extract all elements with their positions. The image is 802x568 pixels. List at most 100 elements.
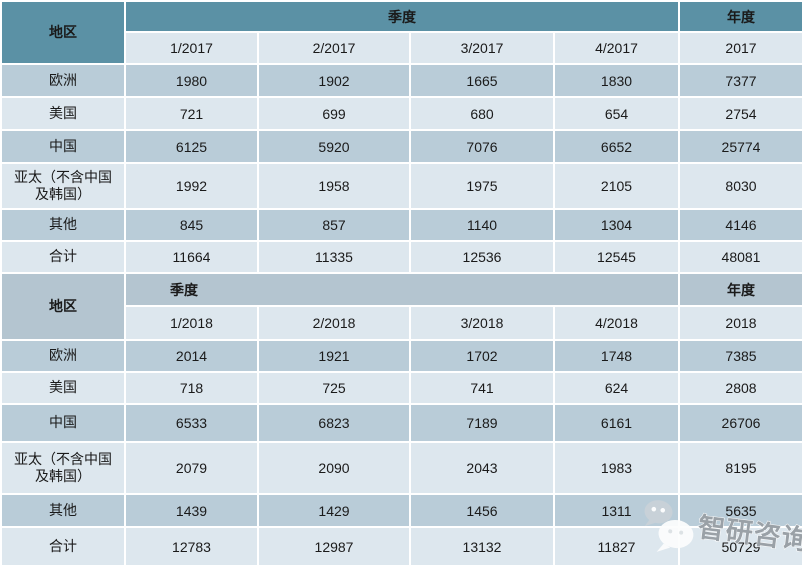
region-column-header-2017: 地区 [0, 0, 126, 65]
value-cell: 1429 [257, 493, 411, 528]
value-cell: 741 [409, 371, 555, 405]
year-group-header-2018: 年度 [678, 272, 802, 307]
value-cell: 5920 [257, 129, 411, 164]
value-cell: 11335 [257, 240, 411, 274]
region-column-header-2018: 地区 [0, 272, 126, 341]
table-row: 其他 1439 1429 1456 1311 5635 [0, 493, 802, 528]
region-cell: 其他 [0, 493, 126, 528]
value-cell: 857 [257, 208, 411, 242]
value-cell: 654 [553, 96, 680, 131]
value-cell: 1665 [409, 63, 555, 98]
region-cell: 欧洲 [0, 339, 126, 373]
value-cell: 1958 [257, 162, 411, 210]
table-row: 美国 718 725 741 624 2808 [0, 371, 802, 405]
value-cell: 2079 [124, 441, 259, 495]
value-cell: 8030 [678, 162, 802, 210]
value-cell: 12536 [409, 240, 555, 274]
value-cell: 11664 [124, 240, 259, 274]
value-cell: 1140 [409, 208, 555, 242]
value-cell: 2808 [678, 371, 802, 405]
quarter-col-label: 1/2018 [124, 305, 259, 341]
value-cell: 25774 [678, 129, 802, 164]
quarter-col-label: 1/2017 [124, 31, 259, 65]
year-col-label: 2017 [678, 31, 802, 65]
quarter-col-label: 4/2018 [553, 305, 680, 341]
region-cell: 中国 [0, 129, 126, 164]
value-cell: 6125 [124, 129, 259, 164]
value-cell: 26706 [678, 403, 802, 443]
value-cell: 1439 [124, 493, 259, 528]
value-cell: 7377 [678, 63, 802, 98]
value-cell: 6823 [257, 403, 411, 443]
region-cell: 中国 [0, 403, 126, 443]
quarter-col-label: 4/2017 [553, 31, 680, 65]
value-cell: 1304 [553, 208, 680, 242]
value-cell: 4146 [678, 208, 802, 242]
value-cell: 2043 [409, 441, 555, 495]
region-cell: 亚太（不含中国及韩国） [0, 162, 126, 210]
table-row: 欧洲 1980 1902 1665 1830 7377 [0, 63, 802, 98]
region-cell: 美国 [0, 96, 126, 131]
quarter-col-label: 3/2017 [409, 31, 555, 65]
table-row: 中国 6125 5920 7076 6652 25774 [0, 129, 802, 164]
value-cell: 12783 [124, 526, 259, 567]
value-cell: 7076 [409, 129, 555, 164]
quarter-col-label: 2/2018 [257, 305, 411, 341]
table-row: 合计 12783 12987 13132 11827 50729 [0, 526, 802, 567]
table-row: 美国 721 699 680 654 2754 [0, 96, 802, 131]
table-row: 欧洲 2014 1921 1702 1748 7385 [0, 339, 802, 373]
value-cell: 5635 [678, 493, 802, 528]
value-cell: 6652 [553, 129, 680, 164]
value-cell: 1311 [553, 493, 680, 528]
table-row: 中国 6533 6823 7189 6161 26706 [0, 403, 802, 443]
value-cell: 7385 [678, 339, 802, 373]
value-cell: 1902 [257, 63, 411, 98]
value-cell: 1830 [553, 63, 680, 98]
quarter-col-label: 3/2018 [409, 305, 555, 341]
table-row: 其他 845 857 1140 1304 4146 [0, 208, 802, 242]
value-cell: 624 [553, 371, 680, 405]
value-cell: 1983 [553, 441, 680, 495]
value-cell: 2014 [124, 339, 259, 373]
table-row: 合计 11664 11335 12536 12545 48081 [0, 240, 802, 274]
value-cell: 12545 [553, 240, 680, 274]
value-cell: 6161 [553, 403, 680, 443]
table-header-row-2018: 地区 季度 年度 [0, 272, 802, 341]
year-group-header-2017: 年度 [678, 0, 802, 33]
value-cell: 725 [257, 371, 411, 405]
value-cell: 721 [124, 96, 259, 131]
quarter-group-header-2017: 季度 [124, 0, 680, 33]
region-cell: 欧洲 [0, 63, 126, 98]
year-col-label: 2018 [678, 305, 802, 341]
region-cell: 合计 [0, 526, 126, 567]
value-cell: 7189 [409, 403, 555, 443]
table-row: 亚太（不含中国及韩国） 1992 1958 1975 2105 8030 [0, 162, 802, 210]
value-cell: 48081 [678, 240, 802, 274]
value-cell: 2754 [678, 96, 802, 131]
region-cell: 合计 [0, 240, 126, 274]
value-cell: 2090 [257, 441, 411, 495]
value-cell: 845 [124, 208, 259, 242]
quarter-col-label: 2/2017 [257, 31, 411, 65]
value-cell: 2105 [553, 162, 680, 210]
value-cell: 699 [257, 96, 411, 131]
quarter-group-header-2018: 季度 [124, 272, 680, 307]
value-cell: 718 [124, 371, 259, 405]
value-cell: 1921 [257, 339, 411, 373]
table-subheader-row-2018: 1/2018 2/2018 3/2018 4/2018 2018 [1, 305, 802, 341]
table-subheader-row-2017: 1/2017 2/2017 3/2017 4/2017 2017 [1, 31, 802, 65]
table-header-row-2017: 地区 季度 年度 [0, 0, 802, 65]
value-cell: 1975 [409, 162, 555, 210]
value-cell: 1992 [124, 162, 259, 210]
value-cell: 13132 [409, 526, 555, 567]
value-cell: 1748 [553, 339, 680, 373]
value-cell: 50729 [678, 526, 802, 567]
value-cell: 680 [409, 96, 555, 131]
value-cell: 1456 [409, 493, 555, 528]
region-cell: 美国 [0, 371, 126, 405]
value-cell: 1702 [409, 339, 555, 373]
table-row: 亚太（不含中国及韩国） 2079 2090 2043 1983 8195 [0, 441, 802, 495]
value-cell: 1980 [124, 63, 259, 98]
value-cell: 8195 [678, 441, 802, 495]
